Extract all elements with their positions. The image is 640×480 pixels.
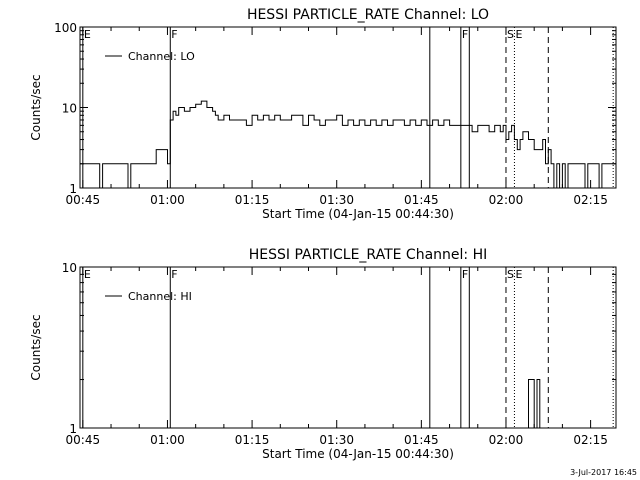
x-tick-label: 01:00 [150, 433, 185, 447]
x-tick-label: 01:30 [319, 193, 354, 207]
x-tick-label: 00:45 [66, 193, 101, 207]
series-line [525, 379, 541, 429]
x-tick-label: 01:00 [150, 193, 185, 207]
x-tick-label: 01:45 [404, 433, 439, 447]
event-marker: F [171, 28, 177, 41]
y-tick-label: 1 [69, 182, 77, 196]
event-marker: F [462, 28, 468, 41]
x-tick-label: 01:15 [235, 433, 270, 447]
event-marker: F [462, 268, 468, 281]
plot-frame [79, 266, 617, 429]
x-tick-label: 01:15 [235, 193, 270, 207]
chart-panel-1: HESSI PARTICLE_RATE Channel: LO 00:45 01:0… [29, 7, 617, 221]
legend-entry: Channel: HI [128, 290, 192, 303]
event-marker: E [515, 268, 522, 281]
event-marker: S [507, 268, 514, 281]
x-axis-label: Start Time (04-Jan-15 00:44:30) [262, 447, 454, 461]
legend-entry: Channel: LO [128, 50, 195, 63]
x-tick-label: 00:45 [66, 433, 101, 447]
y-axis-label: Counts/sec [29, 314, 43, 380]
x-tick-label: 02:00 [489, 433, 524, 447]
y-tick-label: 100 [54, 21, 77, 35]
x-tick-label: 02:15 [573, 433, 608, 447]
chart-title: HESSI PARTICLE_RATE Channel: HI [249, 247, 487, 263]
x-tick-label: 01:30 [319, 433, 354, 447]
event-marker: F [171, 268, 177, 281]
series-line [80, 100, 616, 189]
x-tick-label: 02:00 [489, 193, 524, 207]
y-tick-label: 10 [62, 102, 77, 116]
event-marker: E [84, 28, 91, 41]
y-tick-label: 10 [62, 261, 77, 275]
date-stamp: 3-Jul-2017 16:45 [570, 468, 637, 477]
x-tick-label: 01:45 [404, 193, 439, 207]
x-tick-label: 02:15 [573, 193, 608, 207]
event-marker: E [515, 28, 522, 41]
y-axis-label: Counts/sec [29, 74, 43, 140]
event-marker: S [507, 28, 514, 41]
x-axis-label: Start Time (04-Jan-15 00:44:30) [262, 207, 454, 221]
chart-panel-2: HESSI PARTICLE_RATE Channel: HI 00:45 01:0… [29, 247, 617, 461]
event-marker: E [84, 268, 91, 281]
y-tick-label: 1 [69, 422, 77, 436]
chart-title: HESSI PARTICLE_RATE Channel: LO [247, 7, 489, 23]
